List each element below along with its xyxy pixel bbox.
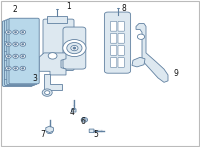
FancyBboxPatch shape bbox=[2, 21, 33, 86]
Circle shape bbox=[13, 54, 18, 58]
Text: 2: 2 bbox=[12, 5, 17, 14]
Circle shape bbox=[14, 31, 17, 33]
FancyBboxPatch shape bbox=[110, 21, 117, 31]
Text: 4: 4 bbox=[70, 108, 74, 117]
Circle shape bbox=[7, 55, 10, 57]
Circle shape bbox=[6, 54, 11, 58]
Circle shape bbox=[137, 34, 145, 39]
FancyBboxPatch shape bbox=[118, 34, 124, 43]
FancyBboxPatch shape bbox=[110, 58, 117, 67]
Circle shape bbox=[63, 40, 86, 57]
Circle shape bbox=[81, 117, 88, 122]
Circle shape bbox=[67, 42, 82, 54]
Text: 5: 5 bbox=[94, 130, 98, 139]
FancyBboxPatch shape bbox=[7, 19, 37, 85]
Circle shape bbox=[20, 66, 26, 70]
Circle shape bbox=[46, 129, 53, 134]
Circle shape bbox=[22, 31, 24, 33]
FancyBboxPatch shape bbox=[118, 58, 124, 67]
FancyBboxPatch shape bbox=[118, 21, 124, 31]
FancyBboxPatch shape bbox=[9, 18, 39, 84]
Text: 1: 1 bbox=[67, 2, 71, 11]
FancyBboxPatch shape bbox=[63, 27, 86, 69]
FancyBboxPatch shape bbox=[47, 16, 67, 23]
Circle shape bbox=[13, 66, 18, 70]
Circle shape bbox=[20, 42, 26, 46]
Circle shape bbox=[20, 54, 26, 58]
Circle shape bbox=[73, 47, 76, 49]
FancyBboxPatch shape bbox=[89, 129, 94, 133]
Polygon shape bbox=[44, 74, 62, 90]
Text: 7: 7 bbox=[41, 130, 45, 139]
Circle shape bbox=[14, 67, 17, 69]
Text: 6: 6 bbox=[81, 117, 85, 126]
Circle shape bbox=[7, 43, 10, 45]
Circle shape bbox=[13, 30, 18, 34]
Circle shape bbox=[6, 42, 11, 46]
Circle shape bbox=[20, 30, 26, 34]
Circle shape bbox=[22, 67, 24, 69]
FancyBboxPatch shape bbox=[104, 12, 131, 73]
Circle shape bbox=[48, 53, 57, 59]
Circle shape bbox=[14, 43, 17, 45]
Polygon shape bbox=[136, 24, 168, 82]
Circle shape bbox=[83, 119, 86, 121]
Circle shape bbox=[14, 55, 17, 57]
Polygon shape bbox=[132, 57, 145, 67]
Polygon shape bbox=[39, 53, 66, 75]
FancyBboxPatch shape bbox=[5, 20, 35, 86]
Text: 9: 9 bbox=[174, 69, 178, 78]
FancyBboxPatch shape bbox=[110, 46, 117, 55]
Circle shape bbox=[13, 42, 18, 46]
FancyBboxPatch shape bbox=[110, 34, 117, 43]
Circle shape bbox=[6, 66, 11, 70]
Text: 8: 8 bbox=[122, 4, 126, 13]
Circle shape bbox=[22, 55, 24, 57]
FancyBboxPatch shape bbox=[43, 19, 74, 71]
Circle shape bbox=[6, 30, 11, 34]
Circle shape bbox=[22, 43, 24, 45]
FancyBboxPatch shape bbox=[72, 109, 76, 112]
Circle shape bbox=[7, 67, 10, 69]
Circle shape bbox=[71, 45, 78, 51]
Circle shape bbox=[7, 31, 10, 33]
FancyBboxPatch shape bbox=[118, 46, 124, 55]
Circle shape bbox=[42, 89, 52, 96]
Text: 3: 3 bbox=[33, 74, 37, 83]
Circle shape bbox=[45, 91, 50, 95]
